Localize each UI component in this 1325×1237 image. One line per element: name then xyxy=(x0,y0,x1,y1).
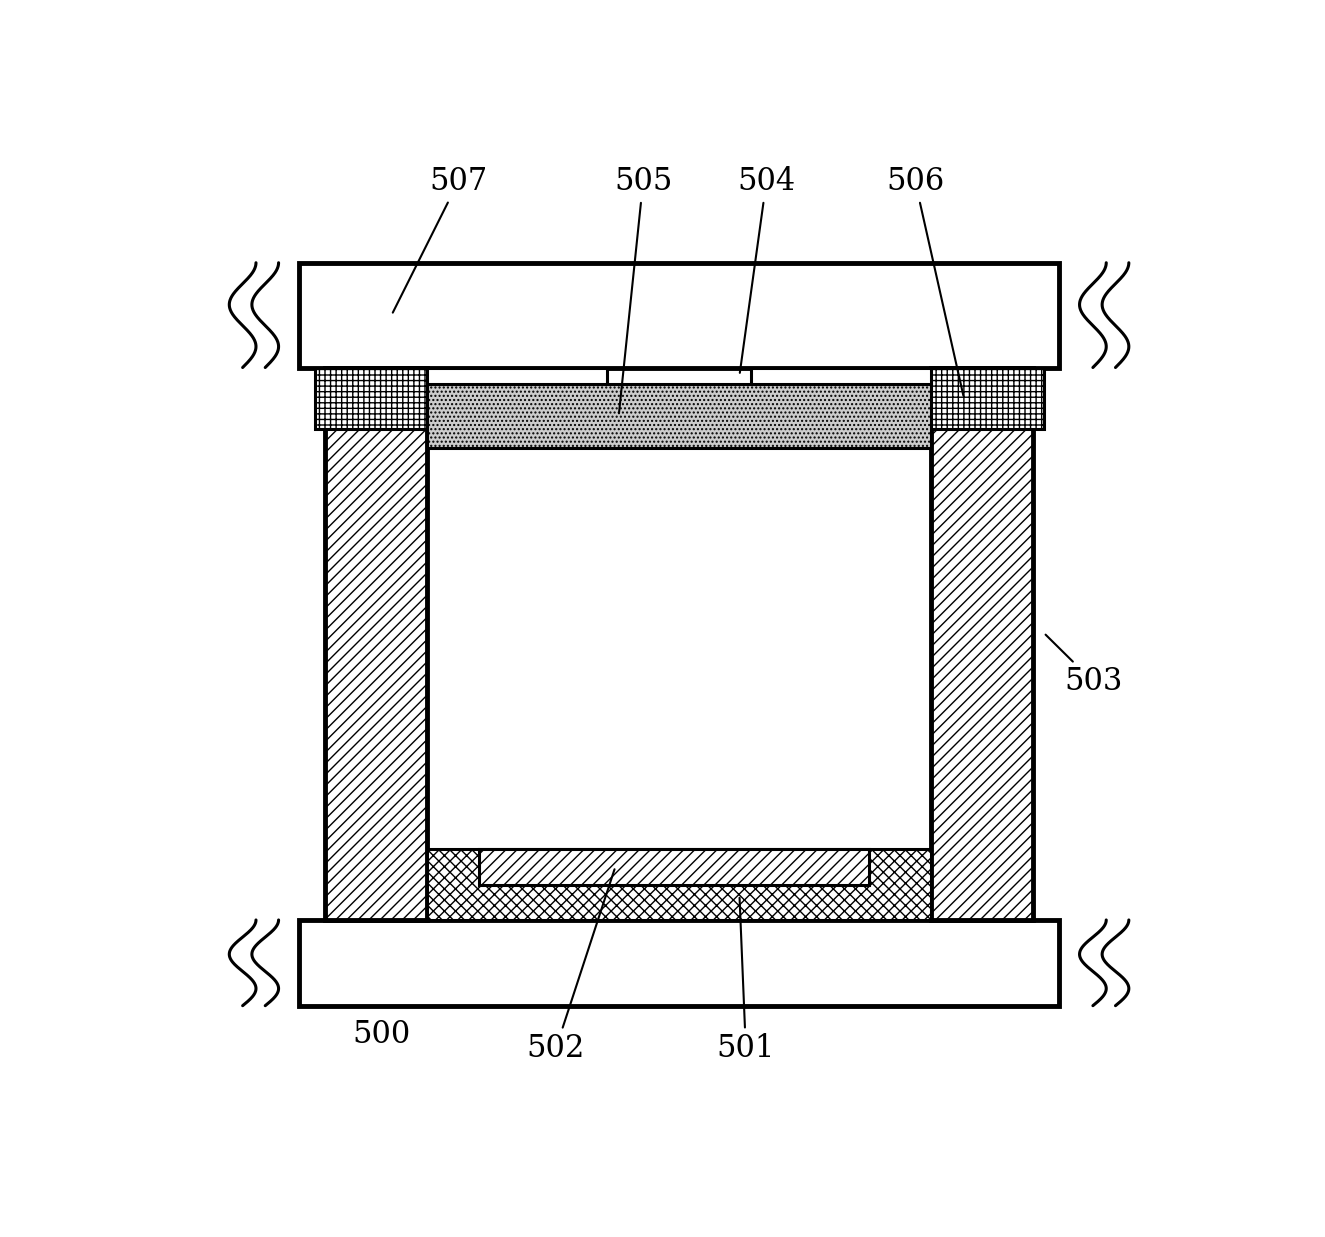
Text: 500: 500 xyxy=(352,1019,411,1050)
Bar xyxy=(428,383,930,449)
Text: 506: 506 xyxy=(886,166,963,396)
Bar xyxy=(299,262,1059,367)
Bar xyxy=(325,367,428,920)
Bar xyxy=(428,367,607,383)
Text: 505: 505 xyxy=(613,166,672,413)
Bar xyxy=(478,849,869,884)
Text: 502: 502 xyxy=(526,870,615,1064)
Bar xyxy=(930,367,1034,920)
Bar xyxy=(314,367,474,429)
Bar xyxy=(428,849,930,920)
Text: 503: 503 xyxy=(1045,635,1122,698)
Bar xyxy=(299,920,1059,1006)
Text: 501: 501 xyxy=(717,898,775,1064)
Bar xyxy=(885,367,1044,429)
Text: 504: 504 xyxy=(737,166,795,372)
Text: 507: 507 xyxy=(392,166,488,313)
Bar xyxy=(751,367,930,383)
